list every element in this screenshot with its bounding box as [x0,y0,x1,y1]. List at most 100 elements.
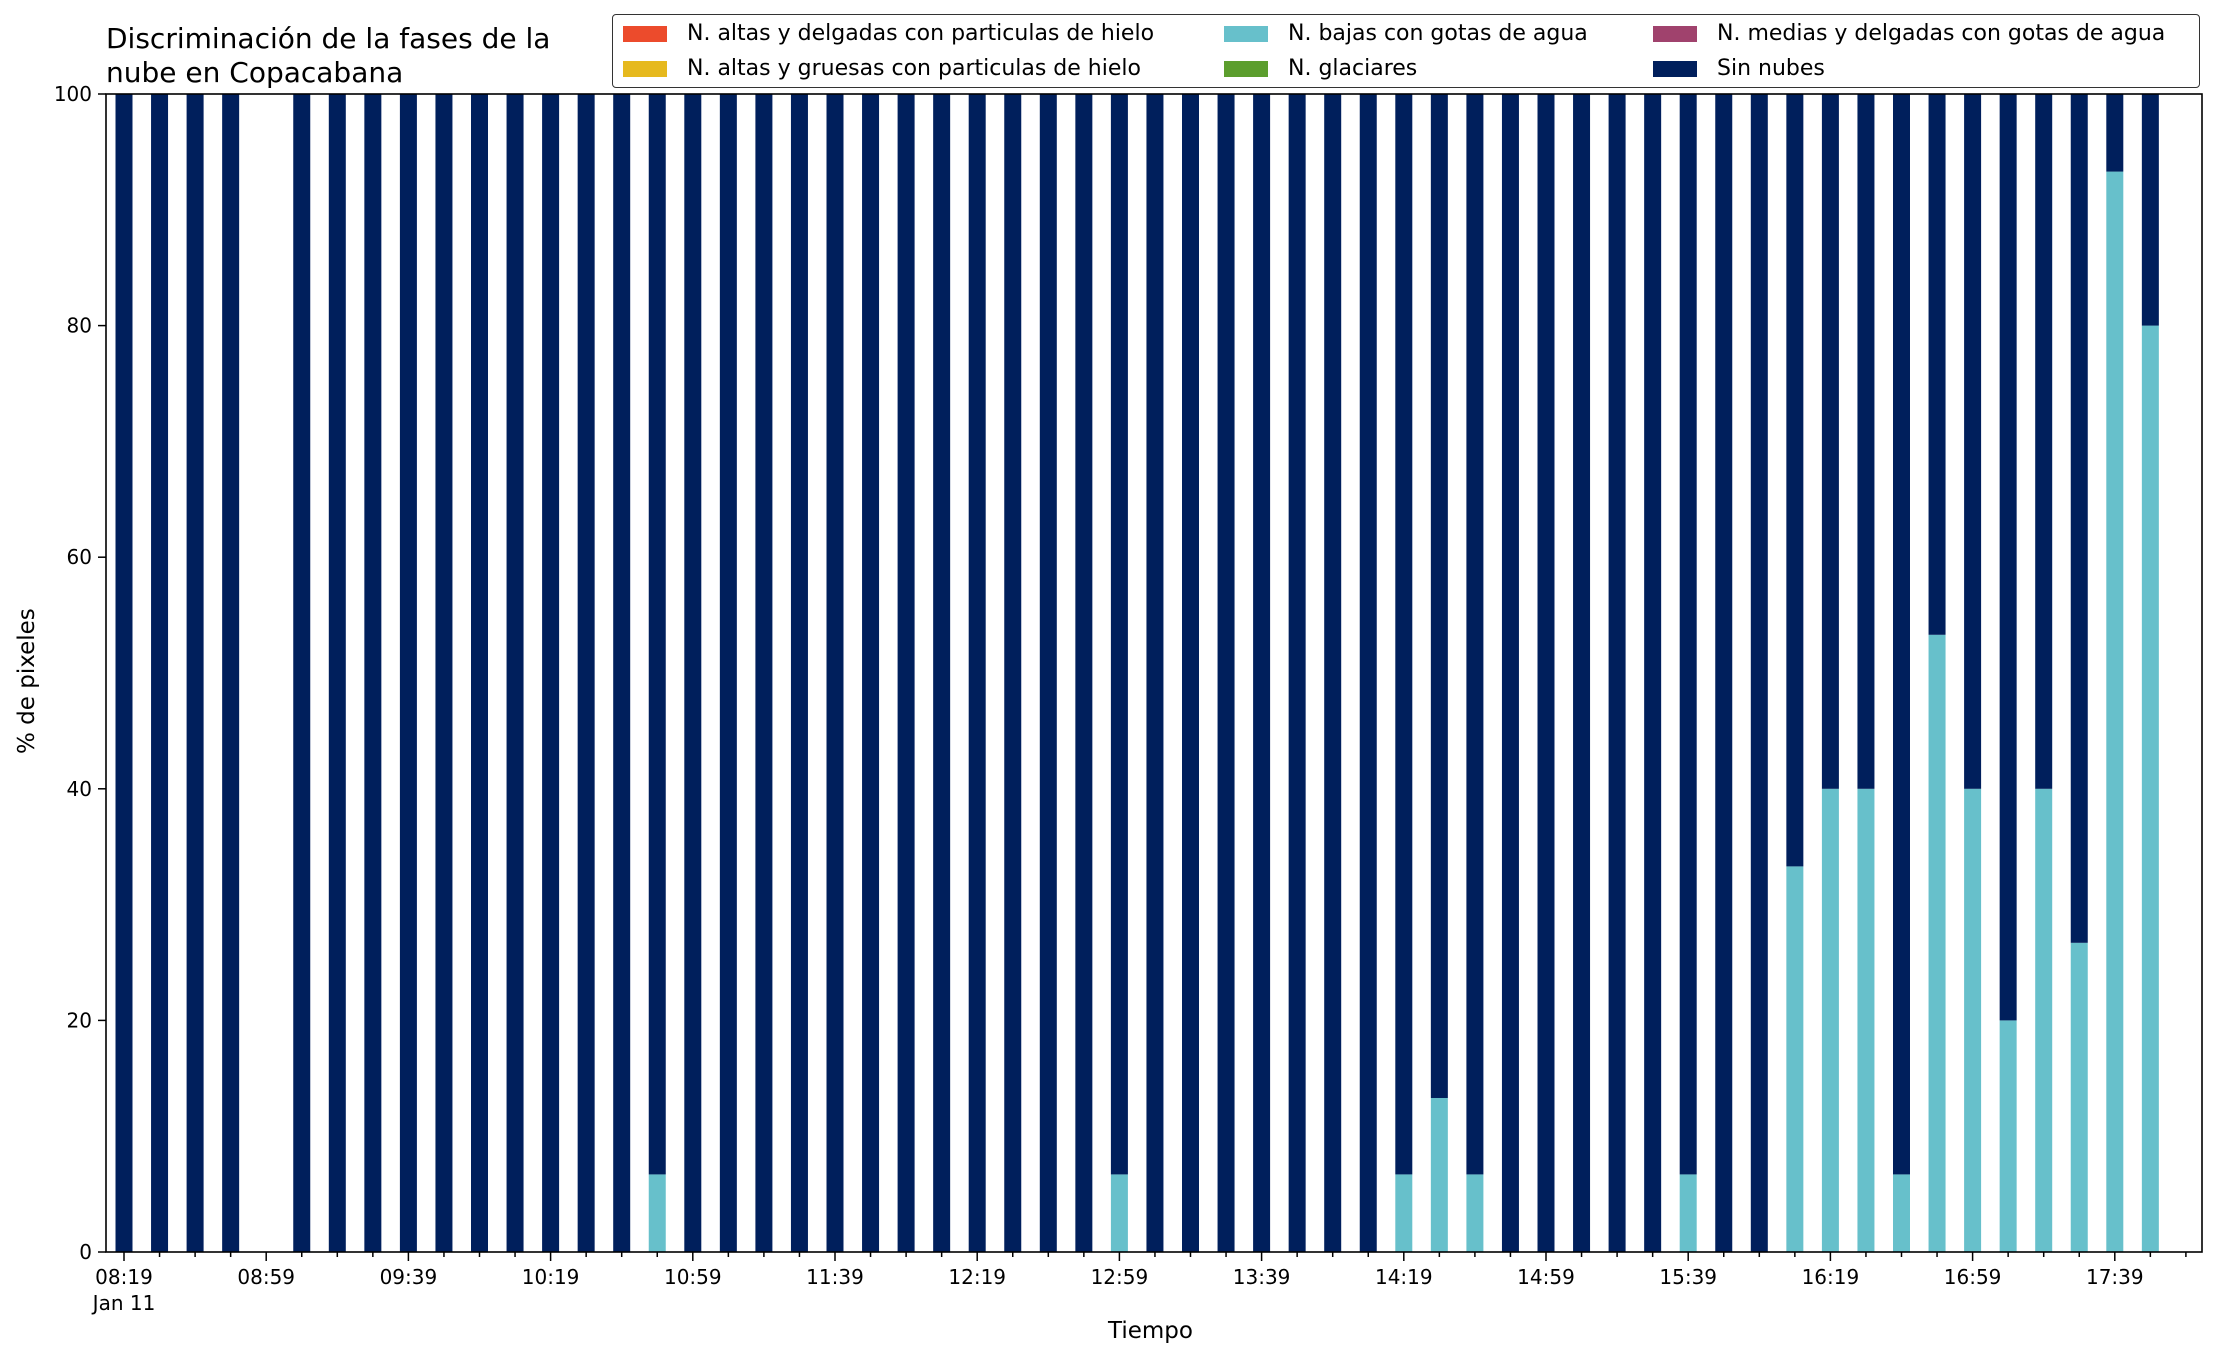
bar-segment [862,94,880,1252]
bar-segment [1608,94,1626,1252]
legend-label: N. altas y delgadas con particulas de hi… [687,21,1155,46]
bars-layer [115,94,2159,1253]
bar-segment [719,94,737,1252]
bar-segment [328,94,346,1252]
bar-segment [1253,94,1271,1252]
bar-segment [755,94,773,1252]
bar-segment [577,94,595,1252]
y-tick-label: 40 [67,777,92,801]
x-tick-label: 12:59 [1091,1265,1149,1289]
bar-segment [1501,94,1519,1252]
bar-segment [2070,942,2088,1252]
x-tick-label: 10:59 [664,1265,722,1289]
bar-segment [1430,94,1448,1098]
x-tick-label: 14:19 [1375,1265,1433,1289]
x-tick-label: 10:19 [522,1265,580,1289]
y-tick-label: 0 [79,1240,92,1264]
x-tick-label: 11:39 [806,1265,864,1289]
bar-segment [1928,634,1946,1252]
bar-segment [1146,94,1164,1252]
bar-segment [826,94,844,1252]
chart-title-line-1: Discriminación de la fases de la [106,22,551,55]
bar-segment [1857,94,1875,789]
bar-segment [1004,94,1022,1252]
x-tick-label: 08:59 [237,1265,295,1289]
y-axis: 0 20 40 60 80 100 [54,82,106,1264]
bar-segment [1537,94,1555,1252]
legend-item: Sin nubes [1653,56,1825,81]
bar-segment [1786,866,1804,1252]
bar-segment [1857,788,1875,1252]
legend-label: N. medias y delgadas con gotas de agua [1717,21,2166,46]
bar-segment [1395,1174,1413,1252]
bar-segment [2035,94,2053,789]
bar-segment [648,94,666,1175]
y-tick-label: 100 [54,82,92,106]
legend-swatch [1653,60,1697,77]
legend-item: N. glaciares [1224,56,1417,81]
legend: N. altas y delgadas con particulas de hi… [612,14,2200,88]
bar-segment [1786,94,1804,867]
bar-segment [222,94,240,1252]
bar-segment [1821,94,1839,789]
bar-segment [1750,94,1768,1252]
legend-item: N. altas y delgadas con particulas de hi… [623,21,1154,46]
x-tick-label: 14:59 [1517,1265,1575,1289]
x-tick-label: 08:19 [95,1265,153,1289]
bar-segment [1821,788,1839,1252]
bar-segment [1395,94,1413,1175]
bar-segment [1110,94,1128,1175]
bar-segment [1110,1174,1128,1252]
legend-swatch [623,60,667,77]
bar-segment [151,94,169,1252]
y-axis-label: % de pixeles [14,608,40,754]
plot-frame [105,93,2203,1253]
x-axis-label: Tiempo [1108,1318,1193,1344]
bar-segment [115,94,133,1252]
bar-segment [2035,788,2053,1252]
bar-segment [790,94,808,1252]
bar-segment [1217,94,1235,1252]
bar-segment [933,94,951,1252]
y-tick-label: 60 [67,545,92,569]
bar-segment [293,94,311,1252]
bar-segment [399,94,417,1252]
x-tick-label: 17:39 [2086,1265,2144,1289]
bar-segment [1679,94,1697,1175]
bar-segment [1324,94,1342,1252]
bar-segment [2106,171,2124,1253]
legend-label: N. altas y gruesas con particulas de hie… [687,56,1141,81]
legend-label: Sin nubes [1717,56,1825,81]
bar-segment [648,1174,666,1252]
x-axis: 08:19 08:59 09:39 10:19 10:59 11:39 12:19 12:59… [91,1252,2187,1315]
legend-swatch [1224,60,1268,77]
bar-segment [1644,94,1662,1252]
bar-segment [968,94,986,1252]
legend-item: N. medias y delgadas con gotas de agua [1653,21,2165,46]
bar-segment [684,94,702,1252]
bar-segment [2106,94,2124,172]
bar-segment [1466,1174,1484,1252]
legend-swatch [1224,25,1268,42]
y-tick-label: 80 [67,314,92,338]
bar-segment [506,94,524,1252]
x-tick-label: 12:19 [948,1265,1006,1289]
bar-segment [1964,94,1982,789]
bar-segment [1075,94,1093,1252]
bar-segment [1039,94,1057,1252]
legend-item: N. bajas con gotas de agua [1224,21,1588,46]
bar-segment [613,94,631,1252]
bar-segment [1893,1174,1910,1252]
x-tick-label: 15:39 [1659,1265,1717,1289]
bar-segment [1999,1020,2017,1252]
bar-segment [1430,1097,1448,1252]
x-date-label: Jan 11 [91,1291,156,1315]
x-tick-label: 16:19 [1802,1265,1860,1289]
bar-segment [897,94,915,1252]
bar-segment [2070,94,2088,943]
x-tick-label: 13:39 [1233,1265,1291,1289]
bar-segment [471,94,488,1252]
bar-segment [1999,94,2017,1021]
bar-segment [1964,788,1982,1252]
